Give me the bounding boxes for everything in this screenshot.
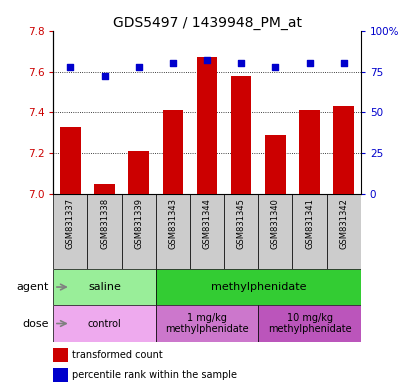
Text: GSM831342: GSM831342 <box>338 198 347 248</box>
Bar <box>224 194 258 269</box>
Text: GSM831341: GSM831341 <box>304 198 313 248</box>
Text: control: control <box>88 318 121 329</box>
Text: GSM831337: GSM831337 <box>66 198 75 249</box>
Text: percentile rank within the sample: percentile rank within the sample <box>72 370 236 380</box>
Bar <box>60 127 81 194</box>
Title: GDS5497 / 1439948_PM_at: GDS5497 / 1439948_PM_at <box>112 16 301 30</box>
Text: methylphenidate: methylphenidate <box>210 282 305 292</box>
Point <box>339 60 346 66</box>
Bar <box>155 305 258 342</box>
Point <box>306 60 312 66</box>
Bar <box>128 151 148 194</box>
Text: GSM831338: GSM831338 <box>100 198 109 249</box>
Point <box>135 63 142 70</box>
Point <box>237 60 244 66</box>
Text: saline: saline <box>88 282 121 292</box>
Bar <box>94 184 115 194</box>
Text: transformed count: transformed count <box>72 350 162 360</box>
Bar <box>189 194 224 269</box>
Text: GSM831345: GSM831345 <box>236 198 245 248</box>
Bar <box>265 135 285 194</box>
Bar <box>258 194 292 269</box>
Bar <box>121 194 155 269</box>
Bar <box>292 194 326 269</box>
Text: GSM831343: GSM831343 <box>168 198 177 249</box>
Point <box>203 57 210 63</box>
Point <box>169 60 176 66</box>
Bar <box>230 76 251 194</box>
Bar <box>299 110 319 194</box>
Point <box>101 73 108 79</box>
Bar <box>196 57 217 194</box>
Bar <box>87 194 121 269</box>
Bar <box>258 305 360 342</box>
Bar <box>53 348 67 362</box>
Bar <box>53 269 155 305</box>
Text: dose: dose <box>22 318 49 329</box>
Bar <box>53 194 87 269</box>
Text: 10 mg/kg
methylphenidate: 10 mg/kg methylphenidate <box>267 313 351 334</box>
Text: 1 mg/kg
methylphenidate: 1 mg/kg methylphenidate <box>165 313 248 334</box>
Text: GSM831339: GSM831339 <box>134 198 143 249</box>
Bar <box>155 194 189 269</box>
Bar <box>326 194 360 269</box>
Point <box>67 63 74 70</box>
Text: GSM831340: GSM831340 <box>270 198 279 248</box>
Bar <box>53 305 155 342</box>
Text: agent: agent <box>17 282 49 292</box>
Text: GSM831344: GSM831344 <box>202 198 211 248</box>
Bar <box>155 269 360 305</box>
Bar <box>53 368 67 382</box>
Bar <box>333 106 353 194</box>
Bar <box>162 110 183 194</box>
Point <box>272 63 278 70</box>
